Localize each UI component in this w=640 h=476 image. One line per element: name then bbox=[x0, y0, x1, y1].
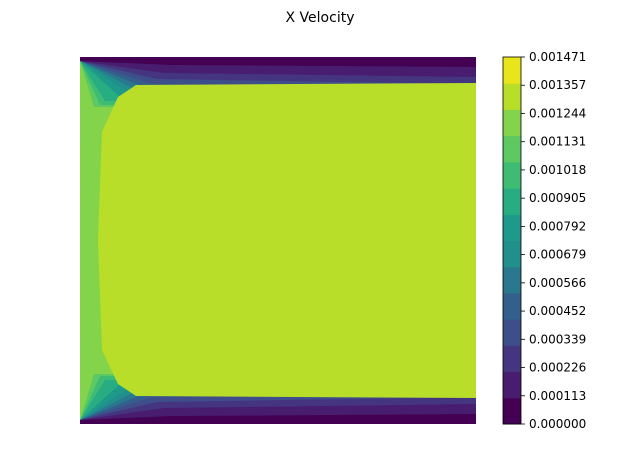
colorbar-tick-label: 0.000452 bbox=[529, 304, 586, 318]
colorbar-tick-label: 0.000113 bbox=[529, 389, 586, 403]
colorbar-swatch bbox=[503, 214, 521, 241]
colorbar-tick-label: 0.000679 bbox=[529, 248, 586, 262]
colorbar-swatch bbox=[503, 161, 521, 189]
colorbar-tick-label: 0.000792 bbox=[529, 219, 586, 233]
colorbar-tick-label: 0.000000 bbox=[529, 417, 586, 431]
colorbar-tick-label: 0.001357 bbox=[529, 78, 586, 92]
colorbar-tick-label: 0.001471 bbox=[529, 50, 586, 64]
colorbar-swatch bbox=[503, 240, 521, 268]
colorbar-swatch bbox=[503, 371, 521, 399]
colorbar-swatch bbox=[503, 57, 521, 84]
colorbar-tick-label: 0.000566 bbox=[529, 276, 586, 290]
colorbar-swatch bbox=[503, 135, 521, 163]
colorbar-swatch bbox=[503, 266, 521, 294]
contour-plot bbox=[80, 57, 476, 424]
colorbar-tick-label: 0.000339 bbox=[529, 332, 586, 346]
contour-level-11 bbox=[98, 83, 476, 398]
colorbar-frame bbox=[502, 56, 522, 425]
colorbar-swatch bbox=[503, 83, 521, 110]
colorbar-swatch bbox=[503, 292, 521, 320]
colorbar-tick-label: 0.000226 bbox=[529, 361, 586, 375]
colorbar-tick-label: 0.001131 bbox=[529, 135, 586, 149]
colorbar-swatch bbox=[503, 109, 521, 137]
colorbar-swatch bbox=[503, 319, 521, 346]
chart-title: X Velocity bbox=[286, 10, 355, 26]
colorbar-tick-label: 0.001018 bbox=[529, 163, 586, 177]
colorbar-tick-label: 0.000905 bbox=[529, 191, 586, 205]
colorbar-tick-label: 0.001244 bbox=[529, 106, 586, 120]
colorbar-swatch bbox=[503, 188, 521, 215]
colorbar-swatch bbox=[503, 397, 521, 425]
colorbar: 0.000000 0.000113 0.000226 0.000339 0.000452… bbox=[502, 50, 586, 431]
colorbar-swatch bbox=[503, 345, 521, 373]
